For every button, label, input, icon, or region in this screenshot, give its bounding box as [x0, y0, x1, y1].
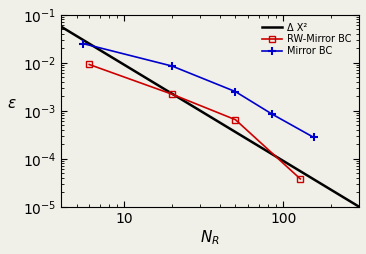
Y-axis label: $\varepsilon$: $\varepsilon$ — [7, 96, 16, 111]
RW-Mirror BC — [298, 177, 303, 180]
RW-Mirror BC — [170, 93, 175, 96]
Line: Mirror BC: Mirror BC — [79, 39, 318, 141]
RW-Mirror BC — [87, 63, 92, 66]
Mirror BC — [270, 113, 274, 116]
Mirror BC — [233, 90, 238, 93]
Line: RW-Mirror BC: RW-Mirror BC — [86, 61, 304, 182]
Mirror BC — [170, 65, 175, 68]
Mirror BC — [311, 136, 316, 139]
Legend: Δ X², RW-Mirror BC, Mirror BC: Δ X², RW-Mirror BC, Mirror BC — [259, 20, 354, 59]
Mirror BC — [81, 42, 85, 45]
RW-Mirror BC — [233, 118, 238, 121]
X-axis label: $N_R$: $N_R$ — [200, 228, 220, 247]
